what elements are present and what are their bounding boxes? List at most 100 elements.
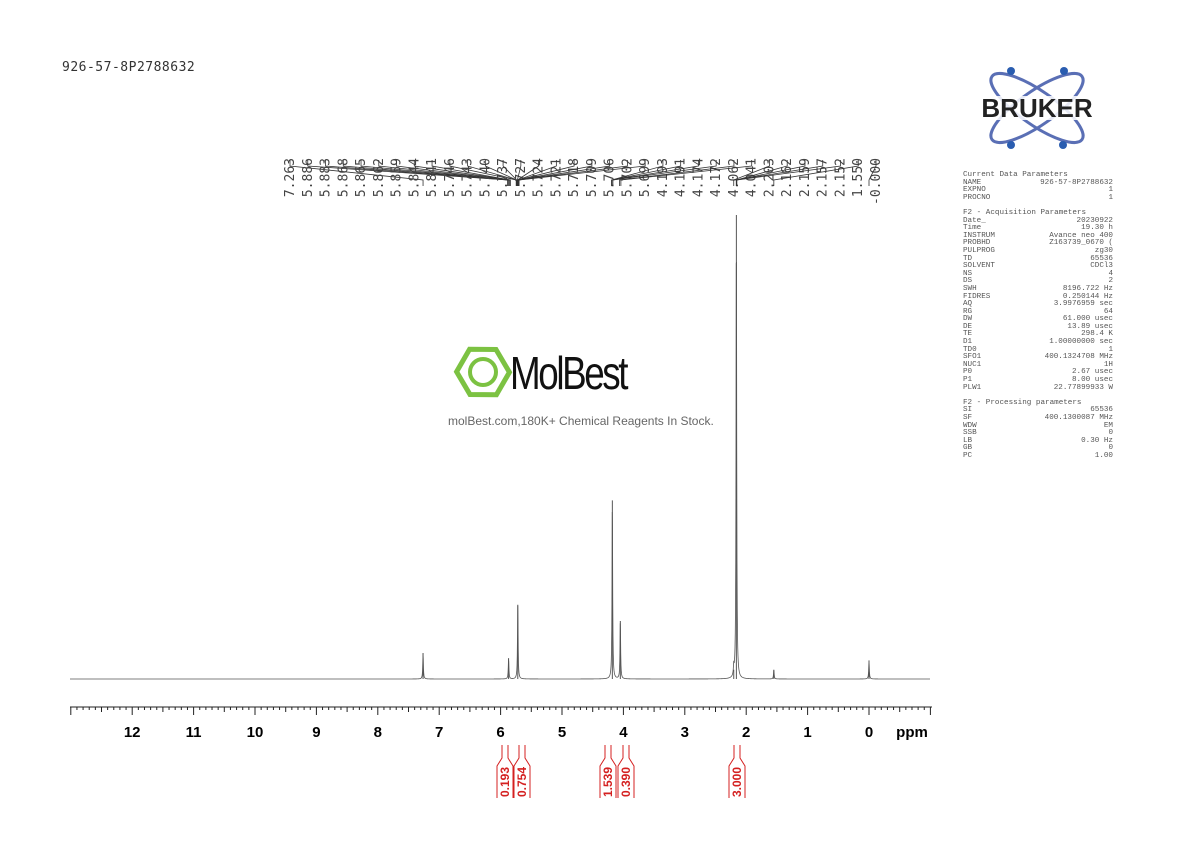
param-value: 19.30 h — [1081, 224, 1113, 233]
param-key: PROCNO — [963, 193, 991, 202]
param-key: TE — [963, 330, 973, 339]
spectrum — [70, 215, 930, 680]
peak-labels: 7.263 5.886 5.883 5.868 5.865 5.862 5.859 5.844… — [283, 158, 884, 205]
peak-label-connector — [868, 160, 877, 186]
peak-label-connector — [517, 160, 575, 186]
param-row: DS 2 — [963, 278, 1113, 286]
watermark-tagline: molBest.com,180K+ Chemical Reagents In S… — [448, 414, 714, 428]
param-row: TE 298.4 K — [963, 331, 1113, 339]
param-row: LB 0.30 Hz — [963, 436, 1113, 446]
param-key: WDW — [963, 421, 977, 430]
param-row: P0 2.67 usec — [963, 369, 1113, 377]
x-tick-label: 9 — [312, 724, 320, 741]
param-row: PULPROG zg30 — [963, 247, 1113, 256]
peak-label: 5.865 — [354, 158, 369, 197]
param-row: SF 400.1300087 MHz — [963, 414, 1113, 423]
param-value: 298.4 K — [1081, 330, 1113, 339]
param-section-heading: F2 - Acquisition Parameters — [963, 208, 1087, 217]
peak-label: 2.203 — [762, 158, 777, 197]
param-key: DW — [963, 315, 973, 324]
param-value: 2 — [1108, 277, 1113, 286]
param-key: Date_ — [963, 216, 986, 225]
param-value: 1 — [1108, 193, 1113, 202]
x-axis-label: ppm — [896, 724, 928, 741]
spectrum-trace — [70, 261, 930, 680]
peak-label: 5.844 — [407, 158, 422, 197]
param-value: 1 — [1108, 345, 1113, 354]
integral-value: 0.390 — [619, 767, 633, 797]
integral-bracket — [599, 745, 617, 798]
peak-label-connector — [733, 160, 770, 186]
x-tick-label: 2 — [742, 724, 750, 741]
param-value: CDCl3 — [1090, 262, 1113, 271]
param-key: SF — [963, 414, 973, 422]
x-axis: 12 11 10 9 8 7 6 5 4 3 2 1 0 ppm — [70, 706, 932, 741]
param-value: 0 — [1108, 444, 1113, 453]
peak-label: 5.721 — [549, 158, 564, 197]
param-row: TD0 1 — [963, 345, 1113, 355]
param-value: 1 — [1108, 186, 1113, 195]
integrals: 0.193 0.754 1.539 0.390 3.000 — [496, 745, 746, 798]
param-row: NAME 926-57-8P2788632 — [963, 178, 1113, 188]
param-value: Avance neo 400 — [1049, 231, 1113, 240]
param-value: 0.30 Hz — [1081, 436, 1113, 445]
param-section-heading: F2 - Processing parameters — [963, 398, 1082, 407]
param-value: 22.77899933 W — [1053, 383, 1113, 392]
bruker-logo-text: BRUKER — [981, 93, 1092, 123]
peak-label-connector — [502, 160, 518, 186]
param-value: 400.1300087 MHz — [1044, 414, 1113, 422]
param-value: 20230922 — [1076, 216, 1113, 225]
param-key: DS — [963, 277, 973, 286]
param-row: P1 8.00 usec — [963, 376, 1113, 385]
peak-label: 4.193 — [656, 158, 671, 197]
param-row: SFO1 400.1324708 MHz — [963, 354, 1113, 362]
x-tick-label: 12 — [124, 724, 141, 741]
param-row: PC 1.00 — [963, 451, 1113, 461]
watermark-brand: MolBest — [510, 347, 629, 399]
integral-bracket — [728, 745, 746, 798]
param-key: SFO1 — [963, 353, 982, 362]
peak-label-connector — [325, 160, 509, 186]
integral-bracket — [617, 745, 635, 798]
param-row: PROBHD Z163739_0670 ( — [963, 240, 1113, 248]
param-value: 1.00 — [1094, 451, 1113, 460]
param-key: SI — [963, 406, 973, 415]
param-row: SWH 8196.722 Hz — [963, 284, 1113, 294]
param-key: SOLVENT — [963, 262, 995, 271]
benzene-icon — [453, 346, 513, 398]
param-value: 926-57-8P2788632 — [1040, 178, 1113, 187]
peak-label-connector — [612, 160, 717, 186]
peak-label-connector — [620, 160, 753, 186]
param-key: TD0 — [963, 345, 977, 354]
param-section-heading: Current Data Parameters — [963, 171, 1068, 179]
x-tick-label: 8 — [374, 724, 382, 741]
param-row: SSB 0 — [963, 430, 1113, 438]
peak-label: 5.886 — [301, 158, 316, 197]
param-value: 61.000 usec — [1062, 315, 1113, 324]
param-key: NAME — [963, 178, 982, 187]
x-tick-label: 1 — [803, 724, 811, 741]
param-row: WDW EM — [963, 421, 1113, 431]
param-row: SOLVENT CDCl3 — [963, 263, 1113, 271]
param-key: SWH — [963, 284, 977, 293]
peak-label-connector — [736, 160, 841, 186]
param-value: 65536 — [1090, 406, 1113, 415]
param-key: FIDRES — [963, 292, 991, 301]
x-tick-label: 11 — [186, 724, 202, 741]
param-key: RG — [963, 307, 973, 316]
param-key: PLW1 — [963, 383, 982, 392]
integral-value: 3.000 — [730, 767, 744, 797]
x-tick-label: 6 — [496, 724, 504, 741]
param-value: 64 — [1103, 307, 1113, 316]
param-row: DE 13.89 usec — [963, 323, 1113, 332]
integral-value: 0.754 — [515, 767, 529, 797]
peak-label: 5.859 — [390, 158, 405, 197]
param-value: 65536 — [1090, 254, 1113, 263]
peak-label: 4.191 — [674, 158, 689, 197]
integral-value: 1.539 — [601, 767, 615, 797]
peak-label: 4.174 — [691, 158, 706, 197]
param-row: TD 65536 — [963, 254, 1113, 264]
peak-label-connector — [619, 160, 735, 186]
x-tick-label: 10 — [247, 724, 264, 741]
